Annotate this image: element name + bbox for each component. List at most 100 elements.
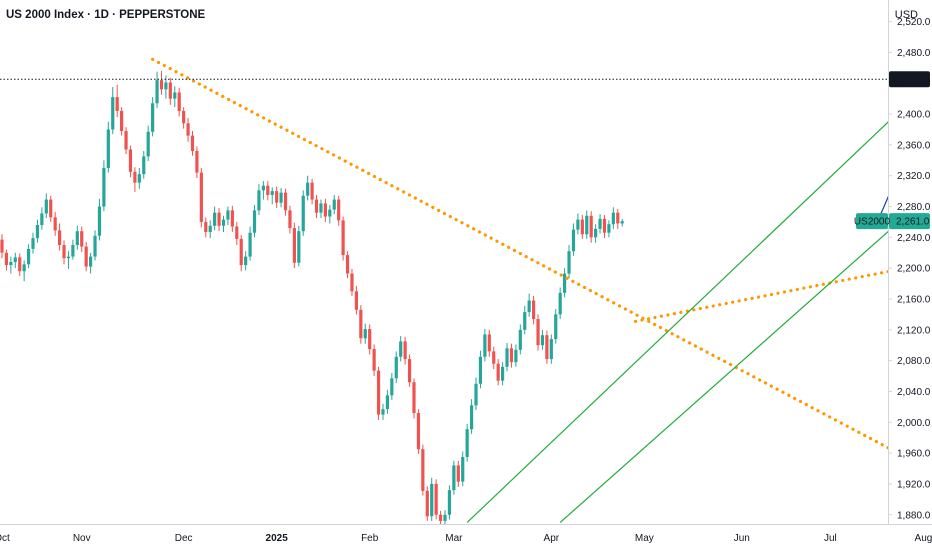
price-level-badge xyxy=(889,71,930,88)
candle xyxy=(443,510,447,524)
candle xyxy=(40,207,44,230)
candle-body xyxy=(345,255,350,274)
x-tick-label: Apr xyxy=(544,533,560,544)
candle-body xyxy=(381,409,385,415)
candle-body xyxy=(142,156,146,175)
candle-body xyxy=(589,215,593,238)
candle-body xyxy=(306,182,310,196)
candle-body xyxy=(217,212,221,226)
candle-body xyxy=(44,199,48,214)
candle xyxy=(279,188,283,208)
candle-body xyxy=(443,514,447,521)
candle-body xyxy=(456,465,460,482)
candle xyxy=(226,206,230,226)
symbol-badge xyxy=(856,213,888,230)
candle xyxy=(168,77,172,105)
candle xyxy=(447,485,452,520)
candle xyxy=(399,335,403,362)
candle xyxy=(527,293,531,317)
candle-body xyxy=(195,151,199,173)
candle-body xyxy=(208,225,212,232)
x-tick-label: Dec xyxy=(175,533,193,544)
candle xyxy=(146,125,150,162)
candle-body xyxy=(558,292,562,315)
y-tick-label: 2,080.0 xyxy=(897,356,931,367)
candle xyxy=(283,188,288,216)
candle-body xyxy=(514,349,518,363)
candle-body xyxy=(359,309,363,339)
candle-body xyxy=(319,203,323,213)
candle xyxy=(602,214,607,239)
candle xyxy=(133,167,137,192)
candle xyxy=(235,221,239,246)
y-tick-label: 1,920.0 xyxy=(897,479,931,490)
candle xyxy=(71,239,75,260)
candle-body xyxy=(292,228,296,263)
candle xyxy=(62,240,66,265)
candle-body xyxy=(120,110,124,131)
candle-body xyxy=(478,356,483,384)
candle xyxy=(142,151,146,179)
candle-body xyxy=(266,185,270,195)
candle xyxy=(204,217,208,238)
x-tick-label: 2025 xyxy=(266,533,289,544)
channel-line xyxy=(559,191,932,523)
candle-body xyxy=(580,219,584,235)
candles xyxy=(0,70,624,524)
candle-body xyxy=(430,483,434,517)
candle xyxy=(359,305,363,344)
candle xyxy=(567,245,571,279)
currency-label: USD xyxy=(894,9,918,21)
candle-body xyxy=(93,235,97,257)
x-tick-label: Mar xyxy=(445,533,463,544)
candle xyxy=(514,344,518,367)
candle xyxy=(390,372,394,400)
candle-body xyxy=(111,97,115,130)
candle-body xyxy=(328,209,332,217)
candle xyxy=(9,256,13,274)
candle xyxy=(611,207,615,229)
candle-body xyxy=(221,219,226,226)
y-tick-label: 2,520.0 xyxy=(897,17,931,28)
candle xyxy=(306,175,310,201)
candle xyxy=(75,225,79,250)
candle-body xyxy=(394,356,398,379)
candle xyxy=(483,329,487,362)
candle-body xyxy=(40,213,44,226)
candle-body xyxy=(124,131,128,150)
candle xyxy=(217,208,221,232)
candle xyxy=(115,84,119,118)
candle xyxy=(261,181,265,200)
candle xyxy=(80,226,84,252)
y-tick-label: 2,360.0 xyxy=(897,140,931,151)
candle xyxy=(376,366,381,420)
candle-body xyxy=(527,300,531,313)
candle-body xyxy=(261,185,265,191)
candle-body xyxy=(257,190,261,211)
candle-body xyxy=(341,220,345,256)
candle xyxy=(57,223,62,251)
candle xyxy=(465,423,469,462)
candle xyxy=(509,343,514,368)
candle xyxy=(4,249,9,271)
candle xyxy=(496,359,500,386)
candle xyxy=(248,226,252,261)
candle-body xyxy=(297,231,301,263)
candle xyxy=(368,324,372,355)
candle-body xyxy=(465,429,469,457)
candle-body xyxy=(53,217,57,231)
candle-body xyxy=(474,383,478,406)
candle-body xyxy=(137,174,141,183)
candle-body xyxy=(230,210,234,227)
candle xyxy=(403,336,407,365)
candle-body xyxy=(350,273,354,292)
x-tick-label: Nov xyxy=(73,533,91,544)
candle xyxy=(137,167,141,189)
candle xyxy=(186,117,190,142)
price-level-label: 2,445.2 xyxy=(896,75,930,86)
candle xyxy=(252,204,257,238)
candle xyxy=(394,351,398,383)
